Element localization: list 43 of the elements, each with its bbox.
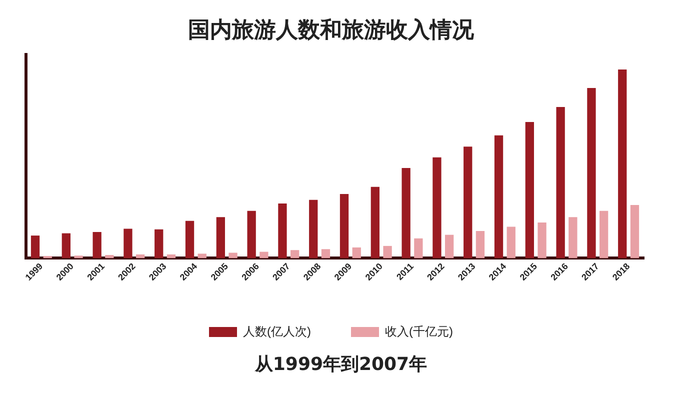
bar — [92, 232, 102, 258]
chart-title: 国内旅游人数和旅游收入情况 — [188, 18, 475, 43]
bar — [321, 249, 330, 258]
bar — [136, 254, 145, 258]
bar — [383, 246, 392, 258]
bar — [124, 228, 132, 258]
bar — [538, 222, 546, 258]
bar — [247, 210, 256, 258]
bar — [445, 234, 454, 258]
bar — [370, 186, 380, 258]
bar — [290, 250, 300, 258]
bar — [414, 238, 423, 258]
bar — [476, 231, 485, 258]
bar — [166, 254, 176, 258]
bar — [30, 236, 40, 258]
bar — [432, 157, 442, 258]
bar — [260, 252, 268, 258]
bar — [185, 220, 194, 258]
bar — [630, 204, 640, 258]
bar — [74, 256, 83, 258]
bar — [587, 88, 596, 258]
legend-label: 收入(千亿元) — [385, 324, 453, 338]
text: 从1999年到2007年 — [254, 353, 428, 376]
bar — [352, 247, 361, 258]
bar — [309, 200, 318, 258]
bar — [154, 229, 164, 258]
bar — [105, 255, 114, 258]
bar — [618, 69, 627, 258]
bar — [494, 135, 504, 258]
bar — [464, 146, 472, 258]
bar — [525, 122, 534, 258]
bar — [402, 168, 410, 258]
bar — [556, 107, 565, 258]
bar — [62, 233, 70, 258]
bar — [600, 210, 608, 258]
bar — [216, 217, 225, 258]
bar — [228, 252, 238, 258]
bar — [568, 217, 578, 258]
bar — [198, 254, 206, 258]
bar — [278, 203, 287, 258]
legend-label: 人数(亿人次) — [243, 324, 312, 338]
bar — [340, 194, 349, 258]
bar — [506, 226, 516, 258]
